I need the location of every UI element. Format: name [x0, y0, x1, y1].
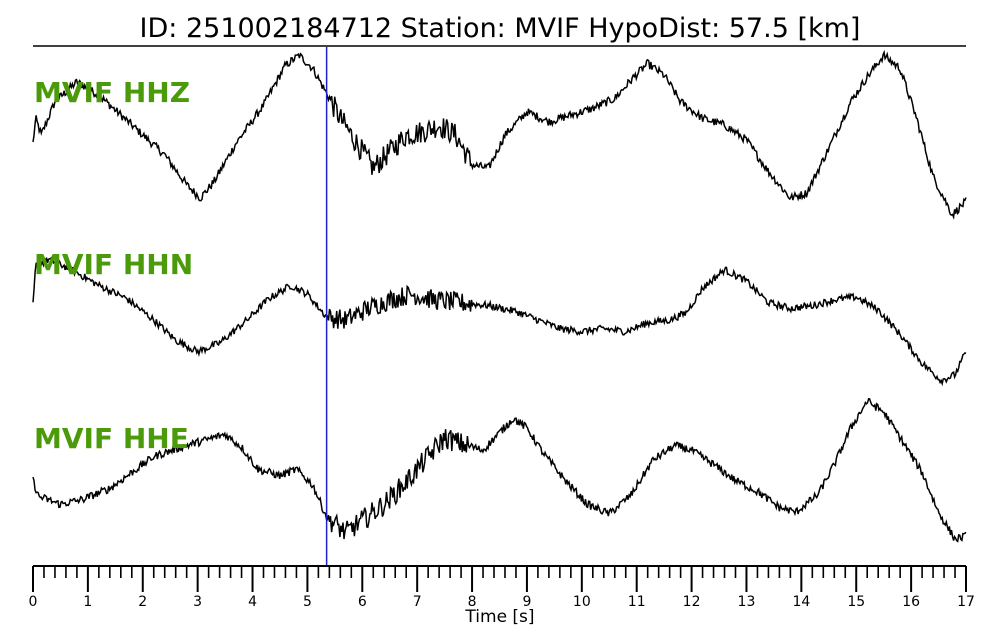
x-tick-label: 2	[138, 594, 147, 610]
x-tick-label: 9	[522, 594, 531, 610]
trace-mvif-hhz	[32, 49, 967, 220]
x-tick-label: 14	[792, 594, 810, 610]
channel-label-mvif-hhz: MVIF HHZ	[34, 76, 190, 109]
x-tick-label: 11	[628, 594, 646, 610]
channel-labels: MVIF HHZ MVIF HHN MVIF HHE	[34, 76, 193, 455]
x-tick-label: 10	[573, 594, 591, 610]
x-tick-label: 15	[847, 594, 865, 610]
chart-title: ID: 251002184712 Station: MVIF HypoDist:…	[140, 13, 861, 44]
x-tick-label: 17	[957, 594, 975, 610]
x-tick-label: 4	[248, 594, 257, 610]
time-axis: 0 1 2 3 4 5 6 7 8 9 10 11 12 13 14 15 16 17	[29, 565, 975, 610]
x-tick-label: 5	[303, 594, 312, 610]
x-tick-label: 1	[83, 594, 92, 610]
channel-label-mvif-hhn: MVIF HHN	[34, 248, 193, 281]
x-axis-label: Time [s]	[464, 607, 534, 627]
trace-mvif-hhe	[32, 397, 967, 543]
trace-mvif-hhn	[32, 256, 967, 387]
channel-label-mvif-hhe: MVIF HHE	[34, 422, 189, 455]
x-tick-label: 16	[902, 594, 920, 610]
x-tick-label: 12	[683, 594, 701, 610]
x-tick-label: 0	[29, 594, 38, 610]
x-tick-label: 8	[468, 594, 477, 610]
x-tick-label: 6	[358, 594, 367, 610]
x-tick-label: 13	[738, 594, 756, 610]
x-tick-label: 3	[193, 594, 202, 610]
x-tick-label: 7	[413, 594, 422, 610]
trace-group	[32, 49, 967, 543]
